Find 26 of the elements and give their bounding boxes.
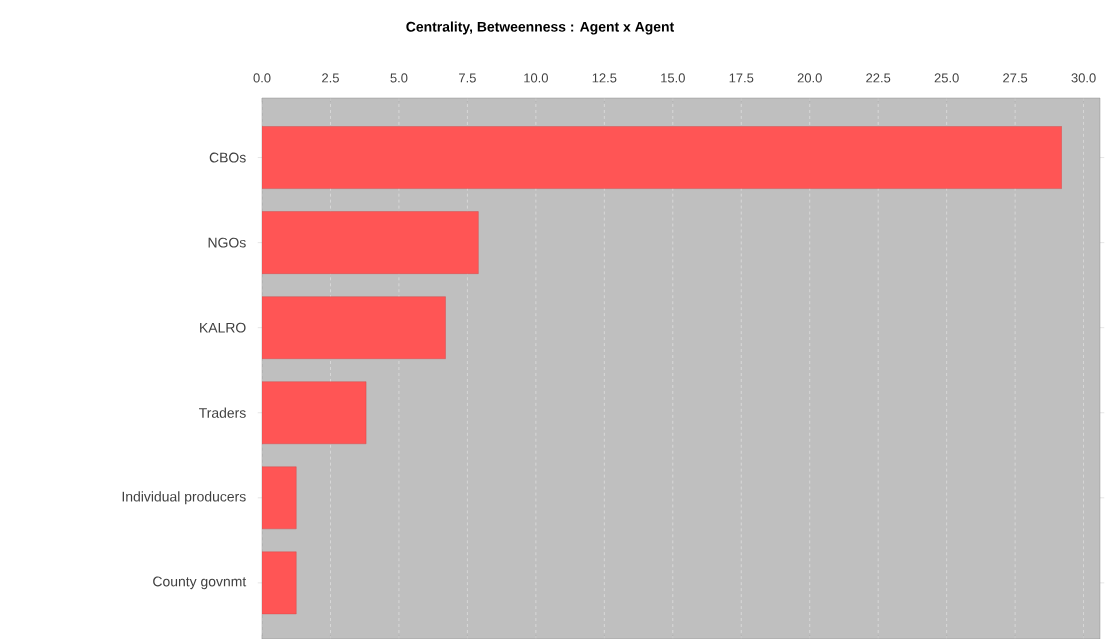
bar bbox=[262, 551, 297, 615]
x-tick-label: 25.0 bbox=[934, 73, 959, 83]
bar bbox=[262, 381, 367, 444]
x-tick-label: 10.0 bbox=[524, 73, 548, 83]
bar bbox=[262, 296, 446, 359]
y-tick-label: NGOs bbox=[208, 237, 246, 248]
x-tick-label: 30.0 bbox=[1071, 73, 1096, 83]
y-tick-label: Individual producers bbox=[122, 491, 246, 505]
bar bbox=[262, 211, 479, 274]
x-tick-label: 22.5 bbox=[866, 73, 891, 83]
x-tick-label: 5.0 bbox=[390, 73, 408, 83]
x-tick-label: 15.0 bbox=[661, 73, 685, 83]
bar bbox=[262, 466, 297, 530]
bar bbox=[262, 126, 1062, 189]
y-tick-label: CBOs bbox=[209, 152, 246, 163]
y-tick-label: KALRO bbox=[200, 322, 246, 333]
x-tick-label: 27.5 bbox=[1003, 73, 1028, 83]
x-tick-label: 12.5 bbox=[592, 73, 617, 83]
y-tick-label: Traders bbox=[199, 407, 246, 418]
chart-title: Centrality, Betweenness : Agent x Agent bbox=[406, 21, 675, 35]
x-tick-label: 17.5 bbox=[729, 73, 754, 83]
y-tick-label: County govnmt bbox=[153, 576, 247, 590]
x-tick-label: 20.0 bbox=[797, 73, 822, 83]
x-tick-label: 7.5 bbox=[459, 73, 476, 83]
x-tick-label: 2.5 bbox=[322, 73, 339, 83]
x-tick-label: 0.0 bbox=[253, 73, 271, 83]
